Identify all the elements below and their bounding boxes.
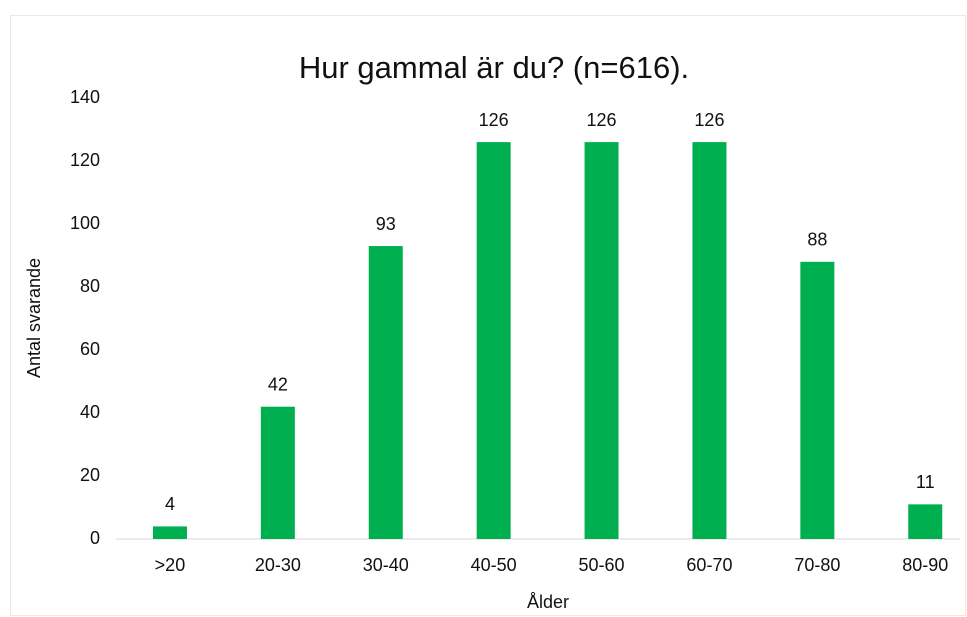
x-tick-label: 50-60 bbox=[579, 555, 625, 575]
bar bbox=[800, 261, 835, 539]
bar bbox=[260, 406, 295, 539]
y-axis-label: Antal svarande bbox=[24, 258, 44, 378]
data-label: 126 bbox=[587, 110, 617, 130]
y-tick-label: 20 bbox=[80, 465, 100, 485]
y-tick-label: 140 bbox=[70, 87, 100, 107]
y-tick-label: 80 bbox=[80, 276, 100, 296]
data-label: 4 bbox=[165, 494, 175, 514]
y-tick-label: 0 bbox=[90, 528, 100, 548]
bar bbox=[908, 504, 943, 539]
x-tick-label: 30-40 bbox=[363, 555, 409, 575]
bar bbox=[368, 246, 403, 540]
x-tick-label: >20 bbox=[155, 555, 186, 575]
data-label: 88 bbox=[807, 230, 827, 250]
bar bbox=[584, 142, 619, 539]
data-label: 42 bbox=[268, 374, 288, 394]
x-tick-label: 60-70 bbox=[686, 555, 732, 575]
x-tick-label: 20-30 bbox=[255, 555, 301, 575]
data-label: 126 bbox=[479, 110, 509, 130]
x-axis-label: Ålder bbox=[527, 592, 569, 612]
y-tick-label: 60 bbox=[80, 339, 100, 359]
data-label: 11 bbox=[916, 472, 935, 492]
bar bbox=[476, 142, 511, 539]
chart-frame bbox=[10, 15, 966, 616]
y-tick-label: 120 bbox=[70, 150, 100, 170]
bar bbox=[692, 142, 727, 539]
chart-title: Hur gammal är du? (n=616). bbox=[299, 50, 689, 85]
data-label: 93 bbox=[376, 214, 396, 234]
y-tick-label: 40 bbox=[80, 402, 100, 422]
y-tick-label: 100 bbox=[70, 213, 100, 233]
x-tick-label: 80-90 bbox=[902, 555, 948, 575]
data-label: 126 bbox=[694, 110, 724, 130]
x-tick-label: 40-50 bbox=[471, 555, 517, 575]
bar bbox=[152, 526, 187, 539]
x-tick-label: 70-80 bbox=[794, 555, 840, 575]
